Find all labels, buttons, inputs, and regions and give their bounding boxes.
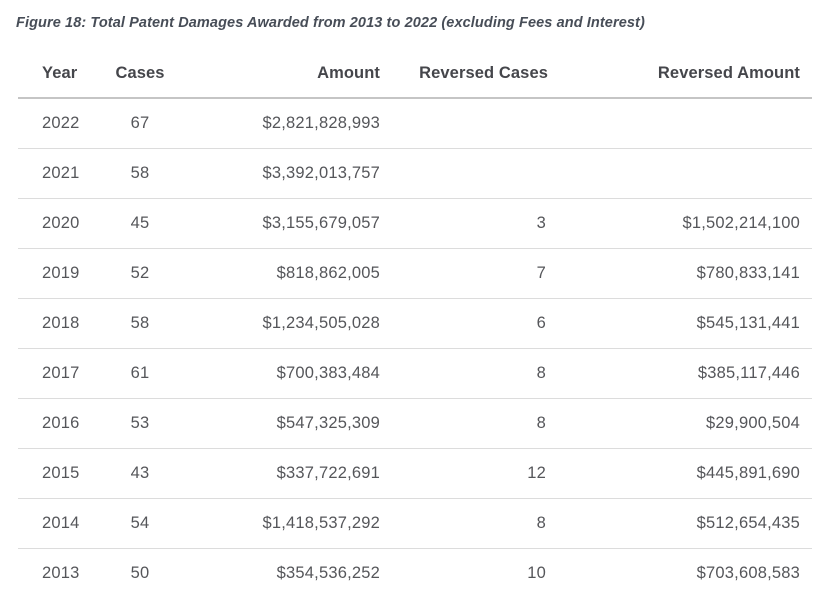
cell-cases: 50 xyxy=(130,564,150,582)
cell-amount: $1,418,537,292 xyxy=(180,498,386,549)
cell-cases: 52 xyxy=(100,248,180,299)
cell-reversed-cases: 8 xyxy=(386,398,560,449)
cell-amount: $3,392,013,757 xyxy=(180,148,386,199)
cell-cases: 45 xyxy=(100,198,180,249)
cell-reversed-amount: $703,608,583 xyxy=(696,564,800,582)
cell-reversed-cases: 8 xyxy=(386,348,560,399)
cell-amount: $337,722,691 xyxy=(180,448,386,499)
cell-year: 2016 xyxy=(18,398,100,449)
cell-reversed-amount: $512,654,435 xyxy=(560,498,812,549)
table-row: 2017 61 $700,383,484 8 $385,117,446 xyxy=(18,348,812,399)
cell-reversed-cases: 3 xyxy=(386,198,560,249)
cell-reversed-cases: 10 xyxy=(527,564,546,582)
cell-amount: $1,234,505,028 xyxy=(180,298,386,349)
cell-cases: 58 xyxy=(100,148,180,199)
cell-reversed-amount: $1,502,214,100 xyxy=(560,198,812,249)
cell-reversed-cases: 8 xyxy=(386,498,560,549)
cell-year: 2015 xyxy=(18,448,100,499)
table-row: 2018 58 $1,234,505,028 6 $545,131,441 xyxy=(18,298,812,349)
table-row: 2015 43 $337,722,691 12 $445,891,690 xyxy=(18,448,812,499)
cell-year: 2018 xyxy=(18,298,100,349)
cell-reversed-cases xyxy=(386,148,560,199)
cell-reversed-amount: $29,900,504 xyxy=(560,398,812,449)
table-row: 2022 67 $2,821,828,993 xyxy=(18,98,812,149)
cell-reversed-amount xyxy=(560,148,812,199)
cell-year: 2017 xyxy=(18,348,100,399)
cell-reversed-cases: 12 xyxy=(386,448,560,499)
column-header-reversed-amount: Reversed Amount xyxy=(560,40,812,99)
cell-year: 2014 xyxy=(18,498,100,549)
cell-cases: 54 xyxy=(100,498,180,549)
cell-cases: 43 xyxy=(100,448,180,499)
cell-reversed-amount: $445,891,690 xyxy=(560,448,812,499)
cell-amount: $2,821,828,993 xyxy=(180,98,386,149)
cell-reversed-amount xyxy=(560,98,812,149)
patent-damages-table: Year Cases Amount Reversed Cases Reverse… xyxy=(18,40,812,598)
cell-year: 2020 xyxy=(18,198,100,249)
cell-amount: $818,862,005 xyxy=(180,248,386,299)
table-row: 2019 52 $818,862,005 7 $780,833,141 xyxy=(18,248,812,299)
column-header-reversed-cases: Reversed Cases xyxy=(386,40,560,99)
column-header-amount: Amount xyxy=(180,40,386,99)
cell-cases: 61 xyxy=(100,348,180,399)
cell-year: 2019 xyxy=(18,248,100,299)
cell-reversed-amount: $385,117,446 xyxy=(560,348,812,399)
cell-year: 2022 xyxy=(18,98,100,149)
cell-reversed-cases xyxy=(386,98,560,149)
cell-year: 2013 xyxy=(42,564,80,582)
table-row: 2021 58 $3,392,013,757 xyxy=(18,148,812,199)
table-row: 2013 50 $354,536,252 10 $703,608,583 xyxy=(18,549,812,599)
column-header-year: Year xyxy=(18,40,100,99)
cell-cases: 67 xyxy=(100,98,180,149)
cell-cases: 58 xyxy=(100,298,180,349)
cell-year: 2021 xyxy=(18,148,100,199)
cell-amount: $700,383,484 xyxy=(180,348,386,399)
cell-reversed-cases: 6 xyxy=(386,298,560,349)
table-body: 2022 67 $2,821,828,993 2021 58 $3,392,013,757… xyxy=(18,98,812,598)
cell-amount: $547,325,309 xyxy=(180,398,386,449)
cell-reversed-amount: $780,833,141 xyxy=(560,248,812,299)
table-row: 2016 53 $547,325,309 8 $29,900,504 xyxy=(18,398,812,449)
table-header-row: Year Cases Amount Reversed Cases Reverse… xyxy=(18,40,812,99)
figure-title: Figure 18: Total Patent Damages Awarded … xyxy=(16,15,645,31)
table-row: 2014 54 $1,418,537,292 8 $512,654,435 xyxy=(18,498,812,549)
cell-cases: 53 xyxy=(100,398,180,449)
table-row: 2020 45 $3,155,679,057 3 $1,502,214,100 xyxy=(18,198,812,249)
column-header-cases: Cases xyxy=(100,40,180,99)
cell-reversed-amount: $545,131,441 xyxy=(560,298,812,349)
cell-amount: $3,155,679,057 xyxy=(180,198,386,249)
cell-reversed-cases: 7 xyxy=(386,248,560,299)
cell-amount: $354,536,252 xyxy=(276,564,380,582)
